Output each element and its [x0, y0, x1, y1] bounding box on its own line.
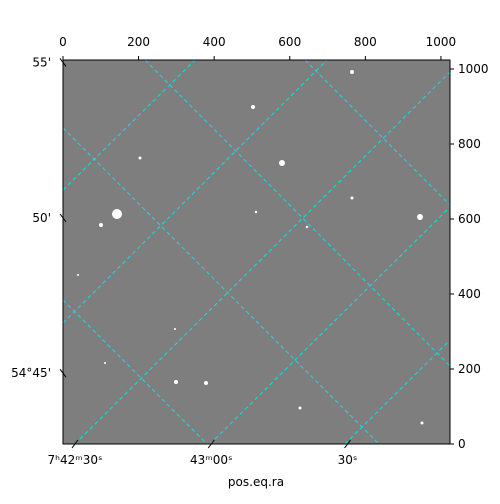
stars	[77, 70, 424, 425]
x-axis-label: pos.eq.ra	[228, 475, 284, 489]
dec-tick-label: 50'	[32, 211, 51, 225]
x-tick-label: 1000	[426, 35, 457, 49]
ra-tick-label: 43ᵐ00ˢ	[190, 453, 233, 467]
y-tick-label: 1000	[458, 62, 489, 76]
x-tick-label: 800	[354, 35, 377, 49]
y-tick-label: 400	[458, 287, 481, 301]
y-tick-label: 800	[458, 137, 481, 151]
dec-tick-label: 54°45'	[11, 366, 51, 380]
coordinate-grid	[63, 60, 450, 444]
dec-tick	[59, 213, 67, 223]
y-tick-label: 0	[458, 437, 466, 451]
y-tick-label: 600	[458, 212, 481, 226]
x-tick-label: 0	[59, 35, 67, 49]
y-tick-label: 200	[458, 362, 481, 376]
ra-tick	[71, 439, 79, 449]
x-tick-label: 400	[203, 35, 226, 49]
x-tick-label: 600	[278, 35, 301, 49]
frame	[62, 59, 451, 445]
x-tick-label: 200	[127, 35, 150, 49]
sky-image	[63, 60, 450, 444]
ra-tick-label: 7ʰ42ᵐ30ˢ	[47, 453, 102, 467]
dec-tick-label: 55'	[32, 55, 51, 69]
ra-tick-label: 30ˢ	[338, 453, 358, 467]
dec-tick	[59, 368, 67, 378]
ra-tick	[344, 439, 351, 449]
ra-tick	[207, 439, 215, 449]
dec-tick	[59, 58, 67, 67]
